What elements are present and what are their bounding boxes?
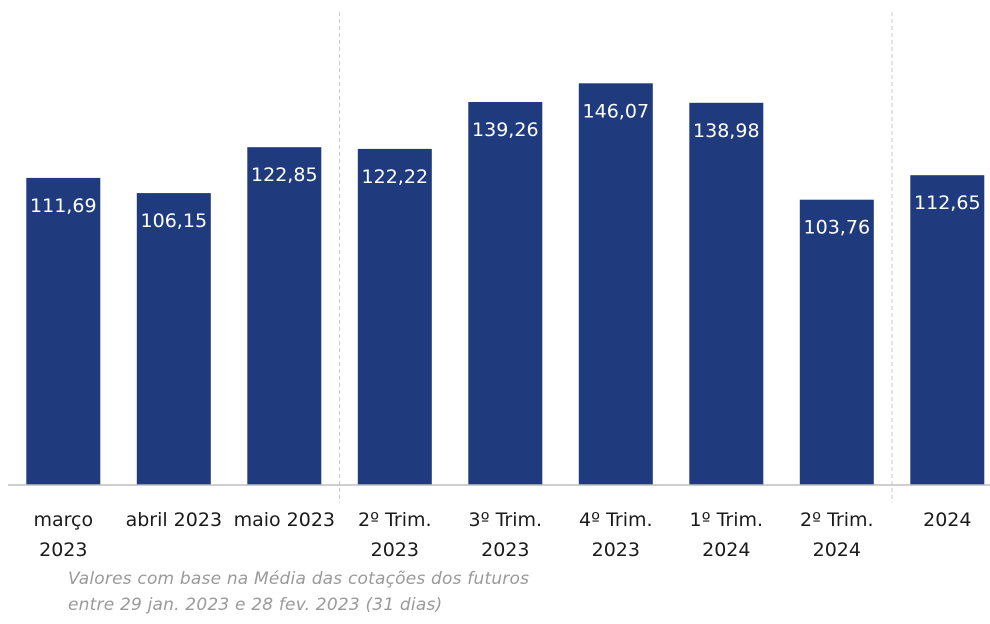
footnote-line-2: entre 29 jan. 2023 e 28 fev. 2023 (31 di… bbox=[68, 595, 443, 615]
category-label-3-line-1: 2023 bbox=[371, 539, 419, 561]
category-label-6: 1º Trim. 2024 bbox=[690, 509, 764, 561]
category-label-5-line-1: 2023 bbox=[592, 539, 640, 561]
bar-0 bbox=[26, 177, 101, 485]
bar-8 bbox=[910, 175, 985, 485]
category-label-8: 2024 bbox=[923, 509, 971, 531]
bar-7 bbox=[799, 199, 874, 485]
bar-6 bbox=[689, 102, 764, 486]
category-label-2: maio 2023 bbox=[234, 509, 335, 531]
category-label-0: março 2023 bbox=[33, 509, 93, 561]
category-label-7-line-0: 2º Trim. bbox=[800, 509, 874, 531]
category-label-6-line-0: 1º Trim. bbox=[690, 509, 764, 531]
category-label-7-line-1: 2024 bbox=[813, 539, 861, 561]
bar-2 bbox=[247, 147, 322, 485]
category-label-3: 2º Trim. 2023 bbox=[358, 509, 432, 561]
category-label-0-line-0: março bbox=[33, 509, 93, 531]
category-label-1-line-0: abril 2023 bbox=[126, 509, 222, 531]
footnote: Valores com base na Média das cotações d… bbox=[68, 566, 529, 618]
category-label-4: 3º Trim. 2023 bbox=[469, 509, 543, 561]
category-label-4-line-1: 2023 bbox=[481, 539, 529, 561]
category-label-2-line-0: maio 2023 bbox=[234, 509, 335, 531]
data-label-6: 138,98 bbox=[693, 120, 759, 142]
data-label-4: 139,26 bbox=[472, 119, 538, 141]
category-labels: março 2023 abril 2023 maio 2023 2º Trim. 2023… bbox=[33, 509, 971, 561]
bar-5 bbox=[578, 83, 653, 486]
bar-3 bbox=[357, 148, 432, 485]
category-label-3-line-0: 2º Trim. bbox=[358, 509, 432, 531]
bar-1 bbox=[136, 193, 211, 485]
category-label-7: 2º Trim. 2024 bbox=[800, 509, 874, 561]
data-labels: 111,69 106,15 122,85 122,22 139,26 146,07 138,… bbox=[30, 100, 980, 238]
data-label-7: 103,76 bbox=[804, 217, 870, 239]
data-label-0: 111,69 bbox=[30, 195, 96, 217]
category-label-8-line-0: 2024 bbox=[923, 509, 971, 531]
footnote-line-1: Valores com base na Média das cotações d… bbox=[68, 569, 530, 589]
data-label-8: 112,65 bbox=[914, 192, 980, 214]
category-label-4-line-0: 3º Trim. bbox=[469, 509, 543, 531]
group-separators bbox=[339, 12, 893, 503]
data-label-3: 122,22 bbox=[362, 166, 428, 188]
bar-4 bbox=[468, 102, 543, 485]
category-label-1: abril 2023 bbox=[126, 509, 222, 531]
data-label-5: 146,07 bbox=[583, 100, 649, 122]
bars bbox=[26, 83, 985, 486]
data-label-1: 106,15 bbox=[141, 210, 207, 232]
category-label-6-line-1: 2024 bbox=[702, 539, 750, 561]
category-label-5-line-0: 4º Trim. bbox=[579, 509, 653, 531]
category-label-5: 4º Trim. 2023 bbox=[579, 509, 653, 561]
category-label-0-line-1: 2023 bbox=[39, 539, 87, 561]
data-label-2: 122,85 bbox=[251, 164, 317, 186]
